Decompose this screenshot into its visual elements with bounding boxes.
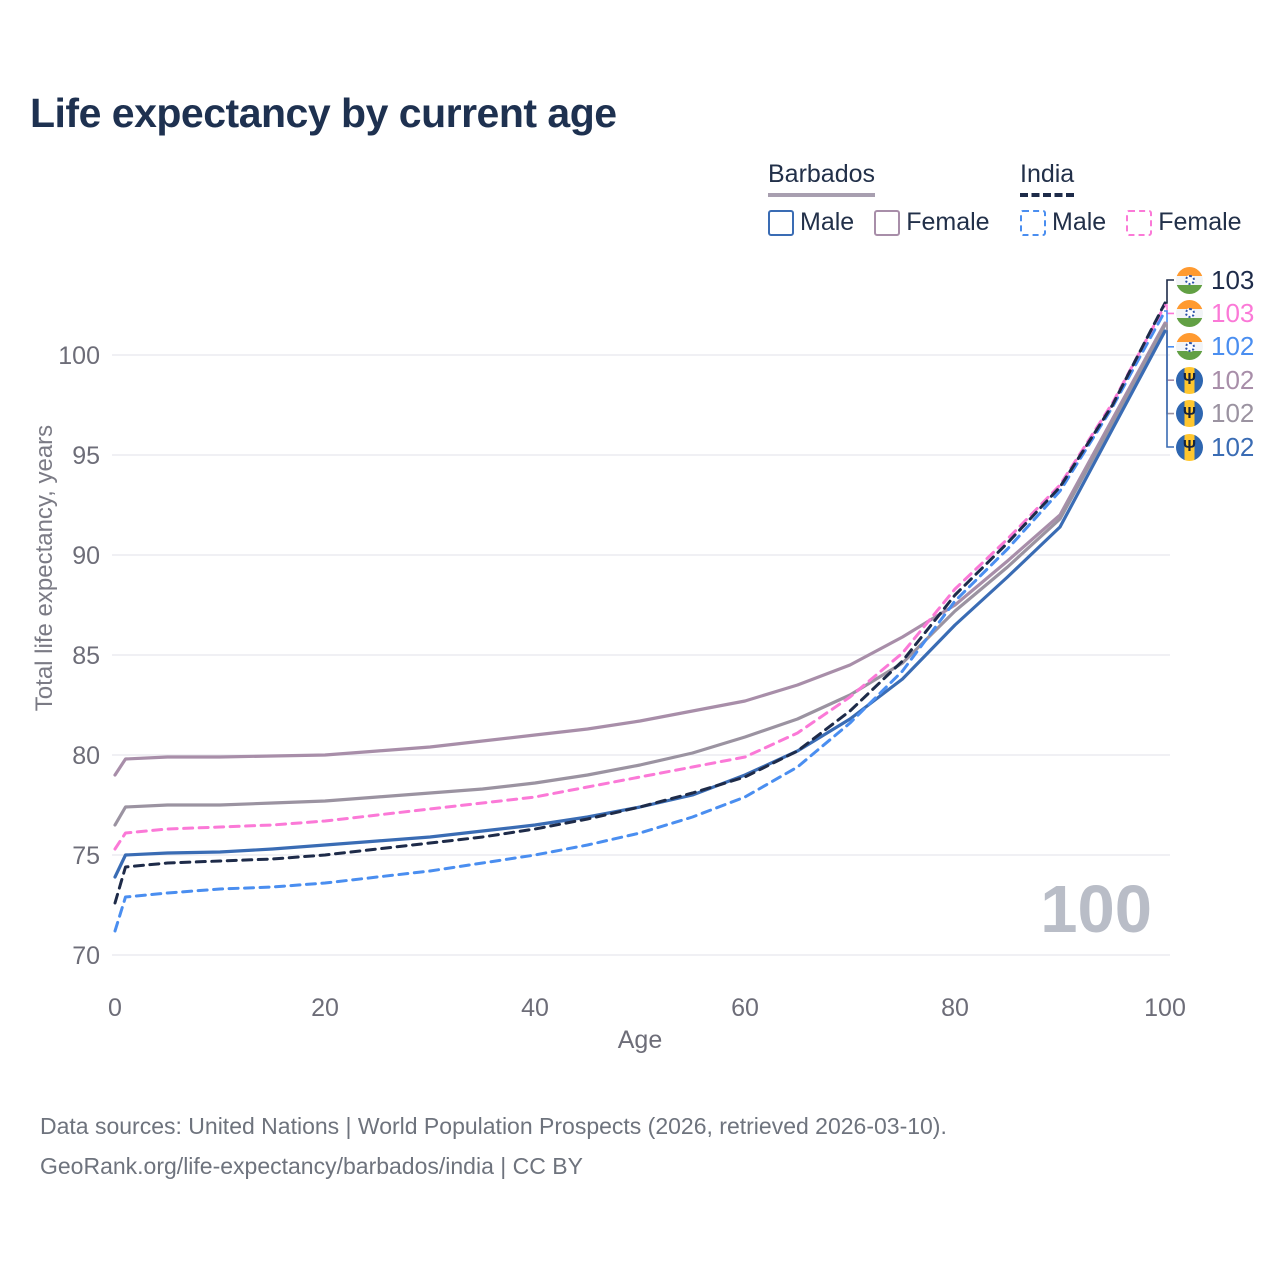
- barbados-flag-icon: Ψ: [1176, 400, 1203, 428]
- ashoka-chakra: [1184, 341, 1195, 352]
- series-line-barbados-female: [113, 321, 1167, 777]
- india-female-checkbox[interactable]: [1126, 209, 1153, 236]
- series-line-india-both: [113, 301, 1167, 905]
- legend-item-india-male[interactable]: Male: [1020, 208, 1106, 237]
- end-label-connector: [1164, 310, 1174, 348]
- legend-row-india: Male Female: [1020, 208, 1262, 237]
- y-tick-label-80: 80: [72, 742, 100, 770]
- ashoka-chakra: [1184, 275, 1195, 285]
- india-flag-icon: [1176, 299, 1203, 327]
- x-tick-label-0: 0: [108, 994, 122, 1022]
- end-label-india-male: 102: [1176, 331, 1255, 362]
- legend-item-india-female[interactable]: Female: [1126, 208, 1242, 237]
- legend-item-barbados-female[interactable]: Female: [874, 208, 990, 237]
- y-tick-label-75: 75: [72, 842, 100, 870]
- end-label-connector: [1164, 304, 1174, 315]
- barbados-flag-icon: Ψ: [1176, 433, 1203, 461]
- legend-country-barbados[interactable]: Barbados: [768, 160, 876, 197]
- y-tick-label-95: 95: [72, 442, 100, 470]
- x-tick-label-20: 20: [311, 994, 339, 1022]
- y-tick-label-100: 100: [58, 342, 100, 370]
- x-tick-label-40: 40: [521, 994, 549, 1022]
- india-flag-icon: [1176, 266, 1203, 294]
- y-tick-label-70: 70: [72, 942, 100, 970]
- footer: Data sources: United Nations | World Pop…: [40, 1106, 947, 1186]
- legend-item-barbados-male[interactable]: Male: [768, 208, 854, 237]
- trident-glyph: Ψ: [1183, 404, 1196, 422]
- end-label-value: 102: [1211, 431, 1255, 462]
- end-label-connector: [1164, 324, 1174, 415]
- legend-country-india[interactable]: India: [1020, 160, 1075, 197]
- series-line-india-female: [113, 303, 1167, 851]
- x-axis-title: Age: [617, 1026, 663, 1054]
- legend-label-india-female: Female: [1158, 208, 1242, 236]
- footer-attribution: GeoRank.org/life-expectancy/barbados/ind…: [40, 1153, 583, 1179]
- india-male-checkbox[interactable]: [1020, 209, 1046, 236]
- hovered-age-watermark: 100: [1040, 872, 1152, 947]
- end-label-india-female: 103: [1176, 297, 1255, 328]
- end-label-value: 102: [1211, 364, 1255, 395]
- end-label-barbados-male: Ψ 102: [1176, 431, 1255, 462]
- trident-glyph: Ψ: [1183, 438, 1196, 455]
- legend-label-barbados-male: Male: [800, 208, 855, 236]
- ashoka-chakra: [1184, 308, 1195, 319]
- end-label-value: 102: [1211, 331, 1255, 362]
- end-label-barbados-both: Ψ 102: [1176, 398, 1255, 429]
- y-tick-label-85: 85: [72, 642, 100, 670]
- barbados-female-checkbox[interactable]: [874, 209, 901, 236]
- barbados-flag-icon: Ψ: [1176, 366, 1203, 394]
- trident-glyph: Ψ: [1183, 371, 1196, 389]
- x-tick-label-100: 100: [1144, 994, 1186, 1022]
- series-line-barbados-male: [113, 329, 1167, 879]
- end-label-value: 103: [1211, 297, 1255, 328]
- barbados-male-checkbox[interactable]: [768, 209, 794, 236]
- chart-title: Life expectancy by current age: [30, 90, 617, 136]
- end-label-india-both: 103: [1176, 264, 1255, 295]
- y-tick-label-90: 90: [72, 542, 100, 570]
- legend-group-india: India Male Female: [1020, 160, 1262, 237]
- legend-label-barbados-female: Female: [906, 208, 990, 236]
- end-label-value: 102: [1211, 398, 1255, 429]
- x-tick-label-80: 80: [941, 994, 969, 1022]
- series-line-india-male: [113, 309, 1167, 933]
- india-flag-icon: [1176, 333, 1203, 361]
- series-line-barbados-both: [113, 323, 1167, 827]
- legend-row-barbados: Male Female: [768, 208, 1010, 237]
- end-label-connector: [1164, 279, 1174, 304]
- end-label-connector: [1164, 330, 1174, 448]
- x-tick-label-60: 60: [731, 994, 759, 1022]
- y-axis-title: Total life expectancy, years: [31, 424, 58, 712]
- legend-label-india-male: Male: [1052, 208, 1107, 236]
- end-label-barbados-female: Ψ 102: [1176, 364, 1255, 395]
- legend-group-barbados: Barbados Male Female: [768, 160, 1010, 237]
- footer-data-sources: Data sources: United Nations | World Pop…: [40, 1113, 947, 1139]
- end-label-value: 103: [1211, 264, 1255, 295]
